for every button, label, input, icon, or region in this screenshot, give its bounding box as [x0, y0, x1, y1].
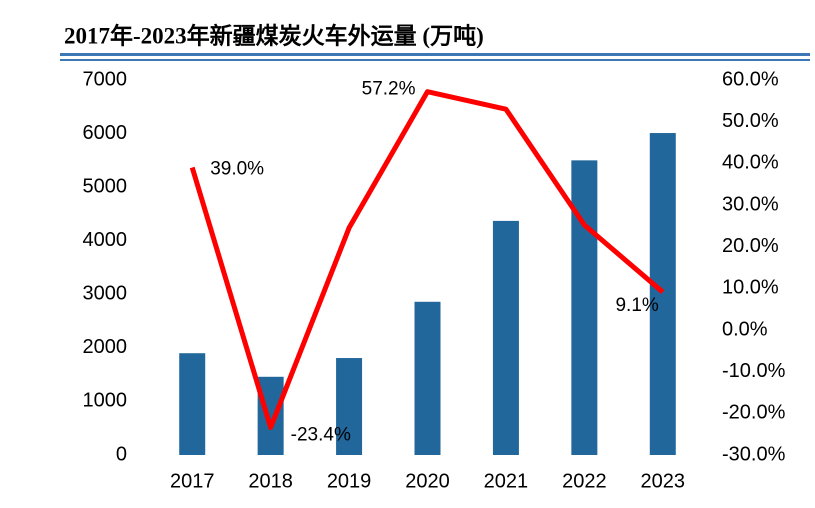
bar: [179, 353, 206, 455]
y2-tick-label: 40.0%: [722, 152, 779, 174]
x-tick-label: 2022: [562, 470, 607, 492]
bar: [414, 301, 441, 455]
chart-title: 2017年-2023年新疆煤炭火车外运量 (万吨): [64, 22, 484, 48]
x-tick-label: 2023: [641, 470, 686, 492]
x-tick-label: 2021: [484, 470, 529, 492]
data-label: 57.2%: [362, 79, 416, 100]
bar: [571, 160, 598, 455]
bar: [257, 376, 284, 455]
y2-tick-label: 20.0%: [722, 235, 779, 257]
y2-tick-label: 50.0%: [722, 110, 779, 132]
bar: [336, 358, 363, 455]
y-tick-label: 4000: [83, 229, 128, 251]
y-tick-label: 1000: [83, 390, 128, 412]
y-tick-label: 6000: [83, 122, 128, 144]
y2-tick-label: -10.0%: [722, 360, 786, 382]
y2-tick-label: 60.0%: [722, 68, 779, 90]
y2-tick-label: 10.0%: [722, 277, 779, 299]
data-label: 39.0%: [210, 159, 264, 180]
bar: [492, 220, 519, 455]
x-tick-label: 2018: [248, 470, 293, 492]
y-tick-label: 0: [116, 443, 127, 465]
data-label: 9.1%: [615, 295, 658, 316]
data-label: -23.4%: [291, 425, 351, 446]
y2-tick-label: 30.0%: [722, 193, 779, 215]
y2-tick-label: -20.0%: [722, 402, 786, 424]
y-tick-label: 7000: [83, 68, 128, 90]
y-tick-label: 3000: [83, 283, 128, 305]
x-tick-label: 2019: [327, 470, 372, 492]
line: [189, 89, 665, 430]
x-tick-label: 2020: [405, 470, 450, 492]
y-tick-label: 5000: [83, 175, 128, 197]
y-tick-label: 2000: [83, 336, 128, 358]
y2-tick-label: -30.0%: [722, 443, 786, 465]
title-rule: [60, 53, 810, 56]
title-rule: [60, 59, 810, 61]
y2-tick-label: 0.0%: [722, 318, 768, 340]
bar: [649, 133, 676, 456]
x-tick-label: 2017: [170, 470, 215, 492]
